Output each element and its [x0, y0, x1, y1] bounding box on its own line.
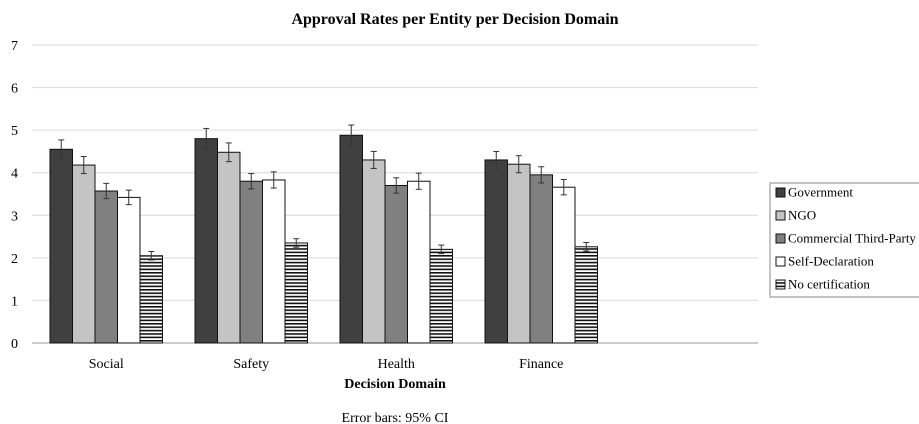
bar — [552, 186, 576, 344]
x-tick-label: Safety — [233, 357, 269, 372]
y-tick-label: 1 — [11, 294, 18, 309]
x-tick-label: Finance — [519, 357, 563, 372]
x-tick-label: Social — [89, 357, 124, 372]
bar — [407, 180, 431, 344]
y-tick-label: 3 — [11, 209, 18, 224]
bar — [72, 164, 96, 344]
bar — [529, 174, 553, 344]
legend-swatch — [775, 279, 786, 290]
bar — [117, 196, 141, 344]
y-tick-label: 7 — [11, 39, 18, 54]
bar — [139, 255, 163, 344]
bar — [574, 246, 598, 344]
bar — [217, 151, 241, 344]
legend-label: No certification — [788, 277, 870, 292]
bar — [362, 159, 386, 344]
x-axis-ticks: Social Safety Health Finance — [89, 357, 564, 372]
y-tick-label: 4 — [11, 167, 18, 182]
bar — [484, 159, 508, 344]
y-tick-label: 6 — [11, 82, 18, 97]
bar — [284, 242, 308, 344]
x-axis-label: Decision Domain — [344, 377, 446, 392]
y-tick-label: 5 — [11, 124, 18, 139]
bar — [239, 180, 263, 344]
y-tick-label: 2 — [11, 252, 18, 267]
legend-swatch — [775, 187, 786, 198]
legend: Government NGO Commercial Third-Party Self-… — [769, 182, 919, 298]
x-tick-label: Health — [378, 357, 415, 372]
bar — [507, 163, 531, 344]
legend-swatch — [775, 233, 786, 244]
chart-title: Approval Rates per Entity per Decision D… — [291, 11, 618, 28]
y-tick-label: 0 — [11, 337, 18, 352]
legend-label: Self-Declaration — [788, 254, 874, 269]
y-axis-ticks: 0 1 2 3 4 5 6 7 — [11, 39, 18, 352]
bar — [339, 134, 363, 344]
bar — [384, 184, 408, 344]
legend-label: Commercial Third-Party — [788, 231, 916, 246]
bar — [429, 248, 453, 344]
legend-label: Government — [788, 185, 853, 200]
bar — [94, 190, 118, 344]
bar — [49, 148, 73, 344]
legend-label: NGO — [788, 208, 816, 223]
bars — [49, 124, 598, 344]
legend-swatch — [775, 210, 786, 221]
legend-frame — [769, 182, 919, 298]
error-bar-note: Error bars: 95% CI — [342, 411, 449, 424]
bar — [262, 179, 286, 344]
bar — [194, 138, 218, 344]
legend-swatch — [775, 256, 786, 267]
